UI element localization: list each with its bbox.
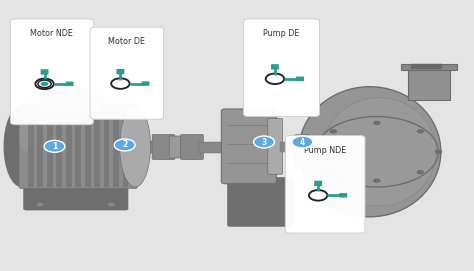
Circle shape [311,150,319,154]
Circle shape [266,73,284,84]
Circle shape [36,79,54,89]
Ellipse shape [3,106,39,187]
Text: Motor DE: Motor DE [108,37,146,46]
Ellipse shape [299,87,441,217]
Circle shape [38,80,51,88]
Circle shape [329,129,337,134]
Circle shape [309,190,328,201]
Bar [199,142,228,153]
Bar [85,106,91,187]
FancyBboxPatch shape [296,77,304,81]
Text: Pump DE: Pump DE [264,29,300,38]
Bar [280,142,299,152]
Circle shape [435,150,442,154]
Bar [104,106,109,187]
FancyBboxPatch shape [41,69,48,75]
Circle shape [373,179,381,183]
Bar [123,106,128,187]
Circle shape [373,121,381,125]
Circle shape [108,202,115,207]
Circle shape [111,78,129,89]
Polygon shape [264,114,279,117]
Text: Motor NDE: Motor NDE [30,29,73,38]
Circle shape [292,136,313,148]
Circle shape [41,82,48,86]
FancyBboxPatch shape [40,91,102,112]
Bar [37,106,43,187]
FancyBboxPatch shape [117,69,124,74]
Bar [408,68,450,100]
Circle shape [329,170,337,174]
Circle shape [254,136,274,148]
Bar [411,64,442,69]
FancyBboxPatch shape [142,81,149,86]
Polygon shape [37,122,47,125]
Text: 4: 4 [300,137,305,147]
Text: 3: 3 [261,137,267,147]
Text: 1: 1 [52,142,57,151]
Circle shape [417,170,424,174]
Bar [75,106,81,187]
FancyBboxPatch shape [221,109,276,184]
FancyBboxPatch shape [244,19,319,117]
Text: 2: 2 [122,140,128,150]
Circle shape [44,140,65,152]
Polygon shape [114,117,124,119]
FancyBboxPatch shape [19,104,137,188]
Circle shape [36,202,44,207]
FancyBboxPatch shape [66,82,73,86]
Bar [47,106,53,187]
Bar [135,141,156,153]
Text: Pump NDE: Pump NDE [304,146,346,155]
FancyBboxPatch shape [90,27,164,119]
FancyBboxPatch shape [271,64,279,70]
FancyBboxPatch shape [268,118,283,174]
Circle shape [114,139,135,151]
FancyBboxPatch shape [181,134,203,160]
FancyBboxPatch shape [314,181,322,186]
FancyBboxPatch shape [285,136,365,233]
Polygon shape [307,136,321,138]
Ellipse shape [119,106,150,187]
FancyBboxPatch shape [295,135,310,169]
FancyBboxPatch shape [228,178,294,226]
Bar [113,106,119,187]
FancyBboxPatch shape [169,136,186,158]
FancyBboxPatch shape [24,183,128,210]
Circle shape [417,129,424,134]
FancyBboxPatch shape [152,134,175,160]
FancyBboxPatch shape [339,193,347,198]
Bar [56,106,62,187]
Ellipse shape [19,119,33,152]
Ellipse shape [322,98,436,206]
FancyBboxPatch shape [10,19,93,125]
Bar [94,106,100,187]
Bar [401,64,457,70]
Bar [28,106,34,187]
Bar [66,106,72,187]
